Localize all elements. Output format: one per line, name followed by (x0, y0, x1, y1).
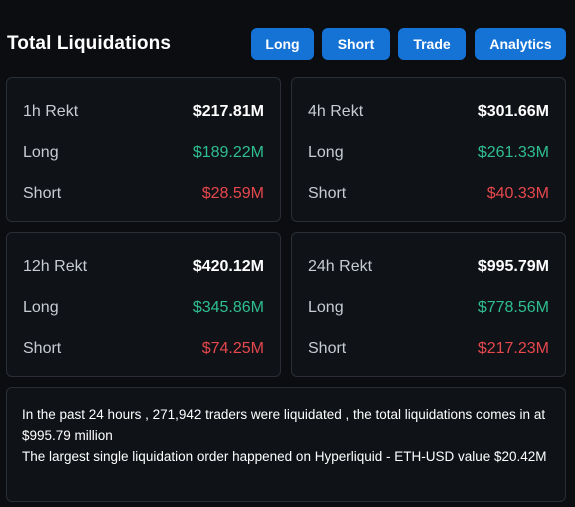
long-label: Long (23, 299, 59, 316)
long-label: Long (308, 144, 344, 161)
total-row: 1h Rekt $217.81M (23, 102, 264, 122)
total-value: $217.81M (192, 103, 264, 120)
short-value: $74.25M (201, 340, 264, 357)
short-value: $217.23M (477, 340, 549, 357)
total-value: $301.66M (477, 103, 549, 120)
short-label: Short (308, 340, 347, 357)
short-row: Short $217.23M (308, 339, 549, 359)
total-row: 4h Rekt $301.66M (308, 102, 549, 122)
short-label: Short (23, 185, 62, 202)
short-label: Short (23, 340, 62, 357)
short-row: Short $28.59M (23, 184, 264, 204)
long-value: $778.56M (477, 299, 549, 316)
card-1h-rekt: 1h Rekt $217.81M Long $189.22M Short $28… (6, 77, 281, 222)
card-24h-rekt: 24h Rekt $995.79M Long $778.56M Short $2… (291, 232, 566, 377)
card-title: 12h Rekt (23, 258, 88, 275)
card-title: 4h Rekt (308, 103, 364, 120)
long-label: Long (308, 299, 344, 316)
short-button[interactable]: Short (322, 28, 390, 60)
long-button[interactable]: Long (251, 28, 314, 60)
long-value: $345.86M (192, 299, 264, 316)
card-title: 1h Rekt (23, 103, 79, 120)
summary-traders-text: In the past 24 hours , 271,942 traders w… (22, 407, 546, 443)
page-title: Total Liquidations (7, 33, 171, 54)
card-title: 24h Rekt (308, 258, 373, 275)
card-4h-rekt: 4h Rekt $301.66M Long $261.33M Short $40… (291, 77, 566, 222)
long-row: Long $261.33M (308, 143, 549, 163)
long-value: $261.33M (477, 144, 549, 161)
short-value: $40.33M (486, 185, 549, 202)
total-row: 12h Rekt $420.12M (23, 257, 264, 277)
short-label: Short (308, 185, 347, 202)
long-row: Long $189.22M (23, 143, 264, 163)
short-row: Short $40.33M (308, 184, 549, 204)
trade-button[interactable]: Trade (398, 28, 466, 60)
total-row: 24h Rekt $995.79M (308, 257, 549, 277)
analytics-button[interactable]: Analytics (475, 28, 566, 60)
long-row: Long $778.56M (308, 298, 549, 318)
summary-largest-order-text: The largest single liquidation order hap… (22, 449, 547, 464)
long-row: Long $345.86M (23, 298, 264, 318)
long-label: Long (23, 144, 59, 161)
short-row: Short $74.25M (23, 339, 264, 359)
total-value: $995.79M (477, 258, 549, 275)
short-value: $28.59M (201, 185, 264, 202)
total-value: $420.12M (192, 258, 264, 275)
card-12h-rekt: 12h Rekt $420.12M Long $345.86M Short $7… (6, 232, 281, 377)
liquidation-summary: In the past 24 hours , 271,942 traders w… (6, 387, 566, 502)
header: Total Liquidations Long Short Trade Anal… (0, 0, 575, 72)
long-value: $189.22M (192, 144, 264, 161)
